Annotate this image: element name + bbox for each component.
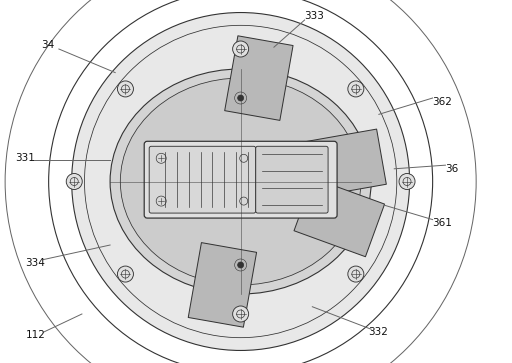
Text: 334: 334 xyxy=(26,258,46,268)
Circle shape xyxy=(117,266,134,282)
Polygon shape xyxy=(294,178,385,257)
Polygon shape xyxy=(225,36,293,121)
Circle shape xyxy=(348,266,364,282)
Ellipse shape xyxy=(110,69,371,294)
Text: 332: 332 xyxy=(369,327,389,337)
Circle shape xyxy=(66,174,82,189)
Polygon shape xyxy=(188,242,257,327)
Circle shape xyxy=(232,41,249,57)
Text: 331: 331 xyxy=(15,153,35,163)
Circle shape xyxy=(348,81,364,97)
Circle shape xyxy=(238,95,244,101)
Polygon shape xyxy=(302,129,387,197)
FancyBboxPatch shape xyxy=(144,141,337,218)
Circle shape xyxy=(238,262,244,268)
Text: 362: 362 xyxy=(433,97,453,107)
Text: 34: 34 xyxy=(41,40,54,50)
Text: 36: 36 xyxy=(445,164,459,174)
FancyBboxPatch shape xyxy=(255,146,328,213)
Circle shape xyxy=(72,13,410,350)
Circle shape xyxy=(232,306,249,322)
FancyBboxPatch shape xyxy=(149,146,255,213)
Text: 361: 361 xyxy=(433,218,453,228)
Circle shape xyxy=(399,174,415,189)
Text: 112: 112 xyxy=(26,330,46,340)
Ellipse shape xyxy=(120,78,361,285)
Circle shape xyxy=(117,81,134,97)
Text: 333: 333 xyxy=(305,11,325,21)
